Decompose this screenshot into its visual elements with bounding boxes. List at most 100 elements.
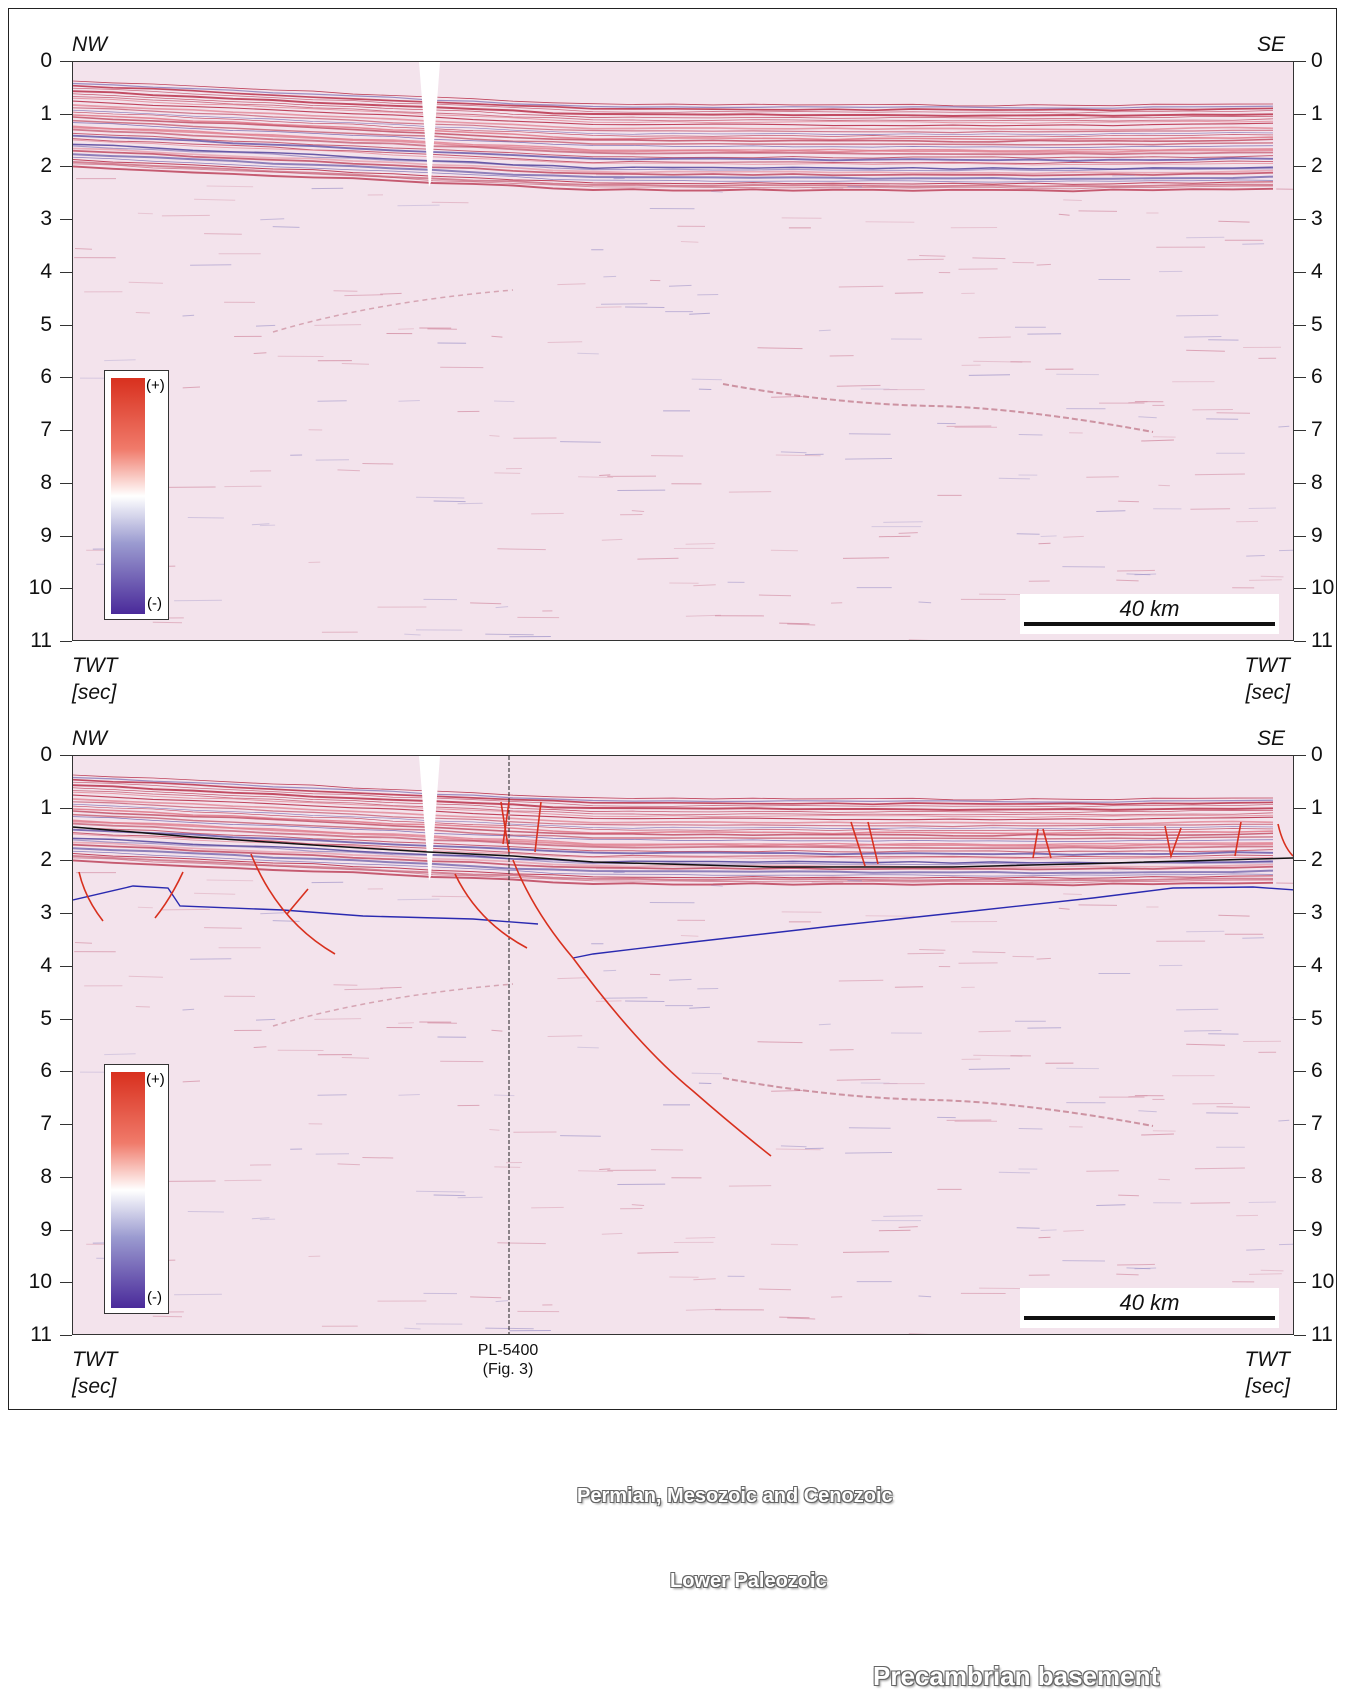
reflector <box>485 634 533 635</box>
reflector <box>162 215 210 216</box>
amplitude-legend: (+) (-) <box>104 1064 169 1314</box>
reflector <box>1118 1195 1139 1196</box>
reflector <box>254 1047 267 1048</box>
y-tick-mark <box>1294 1230 1306 1231</box>
y-tick-mark <box>1294 219 1306 220</box>
y-tick-mark <box>60 377 72 378</box>
direction-left: NW <box>72 727 107 751</box>
y-tick-label: 5 <box>1311 1007 1341 1031</box>
y-axis-title-right: TWT [sec] <box>1225 1346 1290 1400</box>
y-axis-title-line2: [sec] <box>1225 1373 1290 1400</box>
reflector <box>601 304 647 305</box>
reflector <box>1096 511 1125 512</box>
reflector <box>75 249 92 250</box>
reflector <box>596 307 622 308</box>
unit-label-lower-paleozoic: Lower Paleozoic <box>670 1570 827 1593</box>
reflector <box>625 307 664 308</box>
reflector <box>1246 1250 1265 1251</box>
y-tick-mark <box>60 114 72 115</box>
reflector <box>1019 1129 1043 1130</box>
amplitude-colorbar <box>111 378 145 614</box>
y-tick-mark <box>60 483 72 484</box>
y-tick-label: 4 <box>1311 954 1341 978</box>
y-tick-label: 5 <box>1311 313 1341 337</box>
reflector <box>845 1153 892 1154</box>
reflector <box>1278 426 1289 427</box>
reflector <box>1195 474 1245 475</box>
y-tick-label: 11 <box>1311 629 1341 653</box>
y-tick-mark <box>1294 536 1306 537</box>
reflector <box>729 1186 771 1187</box>
reflector <box>1176 315 1218 316</box>
reflector <box>1276 883 1294 884</box>
reflector <box>494 401 514 402</box>
reflector <box>578 1171 613 1172</box>
y-tick-mark <box>60 1177 72 1178</box>
y-tick-label: 11 <box>1311 1323 1341 1347</box>
y-tick-label: 6 <box>1311 365 1341 389</box>
y-tick-label: 7 <box>1311 418 1341 442</box>
tie-line-reference: (Fig. 3) <box>463 1360 553 1379</box>
y-tick-mark <box>1294 1177 1306 1178</box>
reflector <box>188 518 224 519</box>
y-tick-label: 8 <box>22 1165 52 1189</box>
y-tick-mark <box>60 219 72 220</box>
y-tick-mark <box>60 430 72 431</box>
y-tick-mark <box>1294 1071 1306 1072</box>
scale-bar-label: 40 km <box>1020 1290 1279 1316</box>
reflector <box>577 353 598 354</box>
y-tick-mark <box>60 1124 72 1125</box>
y-tick-mark <box>60 272 72 273</box>
reflector <box>399 401 420 402</box>
y-tick-label: 10 <box>22 1270 52 1294</box>
y-tick-mark <box>60 1019 72 1020</box>
y-tick-label: 10 <box>22 576 52 600</box>
reflector <box>458 503 483 504</box>
reflector <box>432 896 469 897</box>
y-tick-label: 1 <box>1311 796 1341 820</box>
reflector <box>843 1252 889 1253</box>
reflector <box>138 907 153 908</box>
reflector <box>260 1219 275 1220</box>
reflector <box>972 952 1005 953</box>
reflector <box>1217 413 1251 414</box>
reflector <box>979 1288 1023 1289</box>
y-tick-label: 3 <box>22 901 52 925</box>
y-tick-mark <box>60 913 72 914</box>
reflector <box>254 353 267 354</box>
reflector <box>596 1001 622 1002</box>
reflector <box>979 594 1023 595</box>
reflector <box>1039 1237 1051 1238</box>
y-tick-label: 1 <box>22 796 52 820</box>
y-axis-title-left: TWT [sec] <box>72 1346 117 1400</box>
y-axis-title-line1: TWT <box>72 1346 117 1373</box>
reflector <box>432 202 469 203</box>
reflector <box>204 928 242 929</box>
reflector <box>1278 1120 1289 1121</box>
reflector <box>153 622 182 623</box>
reflector <box>531 513 564 514</box>
scale-bar-line <box>1024 622 1275 626</box>
reflector <box>692 379 722 380</box>
reflector <box>1186 931 1224 932</box>
reflector <box>1041 1230 1057 1231</box>
amplitude-legend: (+) (-) <box>104 370 169 620</box>
y-tick-mark <box>1294 377 1306 378</box>
reflector <box>819 330 831 331</box>
reflector <box>779 623 809 624</box>
legend-negative-label: (-) <box>147 595 162 612</box>
reflector <box>603 276 616 277</box>
y-tick-mark <box>1294 1019 1306 1020</box>
y-tick-mark <box>60 641 72 642</box>
y-tick-label: 9 <box>1311 1218 1341 1242</box>
y-tick-label: 1 <box>22 102 52 126</box>
y-tick-label: 8 <box>1311 1165 1341 1189</box>
reflector <box>75 943 92 944</box>
y-tick-mark <box>60 61 72 62</box>
y-tick-label: 2 <box>1311 848 1341 872</box>
reflector <box>1037 264 1051 265</box>
reflector <box>1112 175 1135 176</box>
reflector <box>919 602 932 603</box>
y-tick-mark <box>1294 755 1306 756</box>
